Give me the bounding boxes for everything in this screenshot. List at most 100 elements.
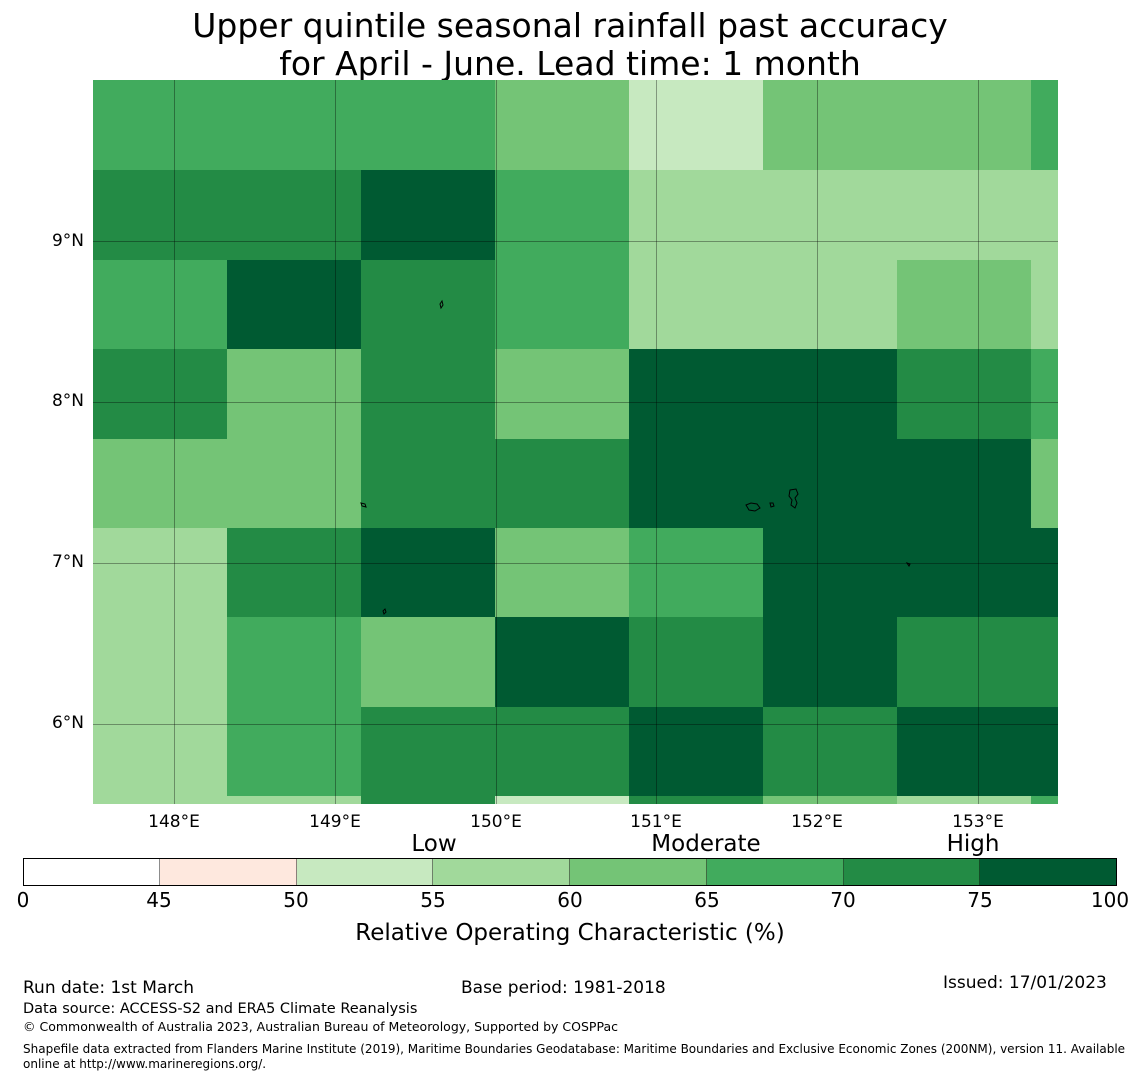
grid-cell	[495, 260, 629, 349]
colorbar-segment	[706, 859, 844, 885]
grid-cell	[495, 439, 629, 528]
longitude-gridline	[496, 80, 497, 804]
legend-moderate-label: Moderate	[651, 831, 761, 857]
longitude-gridline	[335, 80, 336, 804]
grid-cell	[897, 170, 1031, 260]
colorbar-segment	[433, 859, 570, 885]
colorbar-tick-60: 60	[557, 888, 583, 912]
map-title-line-1: Upper quintile seasonal rainfall past ac…	[192, 6, 948, 45]
grid-cell	[361, 707, 495, 796]
island-outline	[905, 562, 911, 567]
grid-cell-edge	[495, 796, 629, 804]
grid-cell-edge	[897, 796, 1031, 804]
grid-cell	[227, 617, 361, 707]
colorbar-tick-70: 70	[830, 888, 856, 912]
colorbar-tick-0: 0	[16, 888, 30, 912]
grid-cell	[897, 260, 1031, 349]
grid-cell	[763, 707, 897, 796]
grid-cell	[629, 528, 763, 617]
grid-cell	[495, 170, 629, 260]
lat-label-6n: 6°N	[51, 713, 84, 733]
grid-cell	[763, 617, 897, 707]
island-outline	[360, 502, 367, 508]
longitude-gridline	[978, 80, 979, 804]
grid-cell	[897, 80, 1031, 170]
grid-cell	[1031, 80, 1058, 170]
grid-cell	[93, 170, 227, 260]
grid-cell-edge	[227, 796, 361, 804]
grid-cell	[227, 170, 361, 260]
lon-label-152e: 152°E	[791, 812, 843, 832]
grid-cell	[227, 707, 361, 796]
grid-cell	[763, 528, 897, 617]
colorbar-segment	[980, 859, 1116, 885]
shapefile-credit: Shapefile data extracted from Flanders M…	[23, 1042, 1126, 1071]
grid-cell	[763, 80, 897, 170]
grid-cell	[495, 617, 629, 707]
grid-cell	[495, 528, 629, 617]
longitude-gridline	[174, 80, 175, 804]
longitude-gridline	[817, 80, 818, 804]
colorbar-tick-45: 45	[146, 888, 172, 912]
lat-label-7n: 7°N	[51, 552, 84, 572]
latitude-gridline	[93, 241, 1058, 242]
legend-low-label: Low	[411, 831, 457, 857]
grid-cell	[629, 80, 763, 170]
latitude-gridline	[93, 724, 1058, 725]
grid-cell	[1031, 349, 1058, 439]
grid-cell	[897, 349, 1031, 439]
island-outlines	[360, 299, 911, 615]
colorbar-segment	[296, 859, 434, 885]
grid-cell	[1031, 528, 1058, 617]
grid-cell-edge	[93, 796, 227, 804]
grid-cell-edge	[629, 796, 763, 804]
grid-cell	[227, 260, 361, 349]
grid-cell	[763, 439, 897, 528]
lon-label-151e: 151°E	[630, 812, 682, 832]
colorbar	[23, 858, 1117, 886]
colorbar-tick-75: 75	[967, 888, 993, 912]
grid-cell	[227, 349, 361, 439]
grid-cell	[897, 707, 1031, 796]
grid-cell	[495, 349, 629, 439]
lat-label-8n: 8°N	[51, 391, 84, 411]
grid-cell	[629, 260, 763, 349]
grid-cell-edge	[361, 796, 495, 804]
lon-label-150e: 150°E	[470, 812, 522, 832]
colorbar-tick-55: 55	[420, 888, 446, 912]
grid-cell	[361, 170, 495, 260]
lat-label-9n: 9°N	[51, 231, 84, 251]
grid-cell	[361, 80, 495, 170]
grid-cell	[361, 260, 495, 349]
grid-cell	[897, 528, 1031, 617]
grid-cell	[763, 260, 897, 349]
grid-cell	[227, 80, 361, 170]
lon-label-153e: 153°E	[952, 812, 1004, 832]
grid-cell-edge	[763, 796, 897, 804]
grid-cell	[629, 349, 763, 439]
colorbar-segment	[843, 859, 981, 885]
island-outline	[439, 299, 444, 310]
grid-cell-edge	[1031, 796, 1058, 804]
data-source: Data source: ACCESS-S2 and ERA5 Climate …	[23, 1001, 418, 1017]
grid-cell	[629, 617, 763, 707]
run-date: Run date: 1st March	[23, 978, 195, 998]
base-period: Base period: 1981-2018	[461, 978, 666, 998]
grid-cell	[897, 439, 1031, 528]
grid-cell	[1031, 260, 1058, 349]
colorbar-segment	[24, 859, 160, 885]
island-outline	[788, 488, 799, 509]
legend-high-label: High	[946, 831, 1000, 857]
colorbar-segment	[570, 859, 707, 885]
rainfall-accuracy-map	[93, 80, 1058, 804]
grid-cell	[93, 349, 227, 439]
latitude-gridline	[93, 402, 1058, 403]
island-outline	[382, 608, 387, 615]
grid-cell	[629, 707, 763, 796]
longitude-gridline	[656, 80, 657, 804]
lon-label-148e: 148°E	[148, 812, 200, 832]
grid-cell	[1031, 170, 1058, 260]
grid-cell	[227, 439, 361, 528]
issued-date: Issued: 17/01/2023	[943, 973, 1107, 993]
grid-cell	[93, 707, 227, 796]
